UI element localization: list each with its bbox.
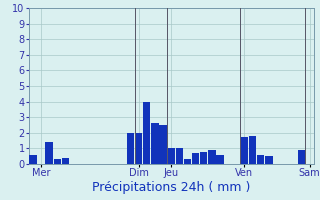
X-axis label: Précipitations 24h ( mm ): Précipitations 24h ( mm ) (92, 181, 250, 194)
Bar (159, 125, 167, 164)
Bar (184, 159, 191, 164)
Bar (208, 150, 216, 164)
Bar (62, 158, 69, 164)
Bar (143, 102, 150, 164)
Bar (216, 155, 224, 164)
Bar (192, 153, 199, 164)
Bar (257, 155, 264, 164)
Bar (241, 137, 248, 164)
Bar (127, 133, 134, 164)
Bar (249, 136, 256, 164)
Bar (298, 150, 305, 164)
Bar (54, 159, 61, 164)
Bar (168, 148, 175, 164)
Bar (29, 155, 36, 164)
Bar (176, 148, 183, 164)
Bar (45, 142, 53, 164)
Bar (135, 133, 142, 164)
Bar (151, 123, 159, 164)
Bar (265, 156, 273, 164)
Bar (200, 152, 207, 164)
